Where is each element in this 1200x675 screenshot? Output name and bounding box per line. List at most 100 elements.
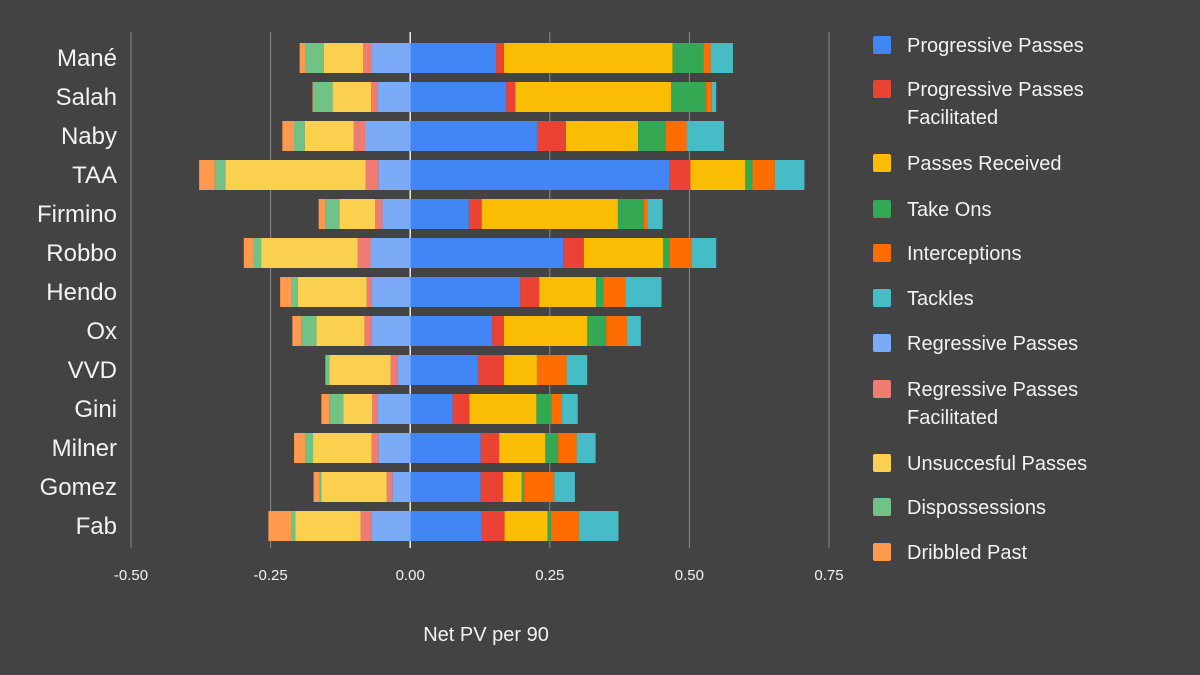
- legend-item: Progressive Passes: [873, 32, 1147, 60]
- bar-segment-interceptions-robbo: [669, 238, 692, 268]
- bar-segment-regressive-passes-hendo: [371, 277, 411, 307]
- bar-segment-progressive-passes-facilitated-gomez: [480, 472, 503, 502]
- bar-segment-passes-received-fab: [504, 511, 548, 541]
- legend-label: Interceptions: [907, 243, 1022, 265]
- bar-segment-passes-received-vvd: [504, 355, 537, 385]
- bar-segment-unsuccesful-passes-fab: [295, 511, 361, 541]
- bar-segment-regressive-passes-man: [371, 43, 411, 73]
- bar-segment-tackles-salah: [711, 82, 717, 112]
- x-tick-label: -0.50: [114, 567, 148, 584]
- legend-label: Dribbled Past: [907, 542, 1028, 564]
- bar-segment-regressive-passes-firmino: [382, 199, 411, 229]
- bar-segment-unsuccesful-passes-firmino: [339, 199, 376, 229]
- bar-segment-take-ons-firmino: [617, 199, 644, 229]
- legend-item: Dispossessions: [873, 494, 1147, 522]
- bar-segment-progressive-passes-hendo: [410, 277, 521, 307]
- bar-segment-passes-received-taa: [690, 160, 746, 190]
- x-tick-label: 0.75: [814, 567, 843, 584]
- category-label: VVD: [68, 357, 117, 384]
- category-label: Fab: [76, 513, 117, 540]
- bar-segment-dispossessions-vvd: [325, 355, 330, 385]
- bar-segment-dispossessions-gomez: [319, 472, 322, 502]
- bar-segment-unsuccesful-passes-naby: [304, 121, 354, 151]
- bar-segment-dispossessions-firmino: [325, 199, 340, 229]
- bar-segment-tackles-firmino: [647, 199, 663, 229]
- bar-segment-regressive-passes-facilitated-naby: [353, 121, 365, 151]
- bar-segment-unsuccesful-passes-man: [323, 43, 364, 73]
- bar-segment-progressive-passes-robbo: [410, 238, 564, 268]
- legend-swatch: [873, 36, 891, 54]
- legend-item: Regressive Passes: [873, 330, 1147, 358]
- category-label: Gomez: [40, 474, 117, 501]
- legend-label: Dispossessions: [907, 497, 1046, 519]
- legend-label: Take Ons: [907, 199, 992, 221]
- bar-segment-regressive-passes-milner: [378, 433, 411, 463]
- legend-swatch: [873, 200, 891, 218]
- bar-segment-progressive-passes-gini: [410, 394, 453, 424]
- legend-item: Passes Received: [873, 150, 1147, 178]
- legend-label: Progressive Passes: [907, 35, 1084, 57]
- bar-segment-regressive-passes-taa: [378, 160, 411, 190]
- legend-item: Interceptions: [873, 240, 1147, 268]
- bar-segment-regressive-passes-facilitated-gini: [372, 394, 378, 424]
- bar-segment-regressive-passes-facilitated-fab: [360, 511, 372, 541]
- category-label: Mané: [57, 45, 117, 72]
- bar-segment-unsuccesful-passes-vvd: [329, 355, 391, 385]
- bars: [199, 43, 805, 541]
- bar-segment-passes-received-milner: [498, 433, 546, 463]
- bar-segment-progressive-passes-facilitated-man: [496, 43, 505, 73]
- legend-item: Unsuccesful Passes: [873, 450, 1147, 478]
- bar-segment-progressive-passes-gomez: [410, 472, 481, 502]
- bar-segment-unsuccesful-passes-milner: [313, 433, 372, 463]
- bar-segment-progressive-passes-facilitated-firmino: [468, 199, 482, 229]
- bar-segment-progressive-passes-facilitated-gini: [452, 394, 470, 424]
- bar-segment-dribbled-past-gini: [321, 394, 330, 424]
- legend-item: Progressive Passes Facilitated: [873, 76, 1147, 132]
- bar-segment-take-ons-robbo: [663, 238, 670, 268]
- bar-segment-tackles-gomez: [554, 472, 575, 502]
- legend-item: Tackles: [873, 285, 1147, 313]
- bar-segment-passes-received-hendo: [539, 277, 597, 307]
- legend-swatch: [873, 154, 891, 172]
- bar-segment-dribbled-past-fab: [268, 511, 292, 541]
- bar-segment-regressive-passes-facilitated-hendo: [366, 277, 372, 307]
- bar-segment-take-ons-gini: [536, 394, 552, 424]
- legend-swatch: [873, 454, 891, 472]
- x-tick-labels: -0.50 -0.25 0.00 0.25 0.50 0.75: [114, 567, 844, 584]
- bar-segment-progressive-passes-milner: [410, 433, 481, 463]
- category-label: Firmino: [37, 201, 117, 228]
- bar-segment-passes-received-gini: [469, 394, 537, 424]
- legend-swatch: [873, 380, 891, 398]
- bar-segment-regressive-passes-facilitated-vvd: [390, 355, 398, 385]
- legend-item: Regressive Passes Facilitated: [873, 376, 1147, 432]
- bar-segment-tackles-fab: [578, 511, 619, 541]
- legend-swatch: [873, 543, 891, 561]
- bar-segment-progressive-passes-man: [410, 43, 497, 73]
- bar-segment-dribbled-past-gomez: [313, 472, 320, 502]
- bar-segment-progressive-passes-fab: [410, 511, 482, 541]
- bar-segment-unsuccesful-passes-ox: [316, 316, 365, 346]
- bar-segment-dispossessions-robbo: [253, 238, 262, 268]
- bar-segment-take-ons-salah: [670, 82, 707, 112]
- bar-segment-passes-received-naby: [565, 121, 639, 151]
- bar-segment-regressive-passes-facilitated-ox: [364, 316, 372, 346]
- legend-swatch: [873, 80, 891, 98]
- bar-segment-progressive-passes-facilitated-naby: [536, 121, 566, 151]
- bar-segment-regressive-passes-facilitated-milner: [371, 433, 379, 463]
- bar-segment-interceptions-ox: [606, 316, 627, 346]
- legend-label: Tackles: [907, 288, 974, 310]
- bar-segment-regressive-passes-fab: [371, 511, 411, 541]
- bar-segment-interceptions-hendo: [603, 277, 626, 307]
- bar-segment-take-ons-naby: [638, 121, 666, 151]
- legend-label: Passes Received: [907, 153, 1062, 175]
- bar-segment-take-ons-man: [672, 43, 704, 73]
- bar-segment-dispossessions-gini: [329, 394, 344, 424]
- bar-segment-passes-received-ox: [504, 316, 588, 346]
- bar-segment-dribbled-past-taa: [199, 160, 215, 190]
- bar-segment-interceptions-fab: [550, 511, 579, 541]
- bar-segment-regressive-passes-gini: [377, 394, 411, 424]
- bar-segment-progressive-passes-facilitated-robbo: [563, 238, 584, 268]
- bar-segment-interceptions-vvd: [537, 355, 567, 385]
- x-tick-label: 0.50: [675, 567, 704, 584]
- bar-segment-dribbled-past-milner: [294, 433, 306, 463]
